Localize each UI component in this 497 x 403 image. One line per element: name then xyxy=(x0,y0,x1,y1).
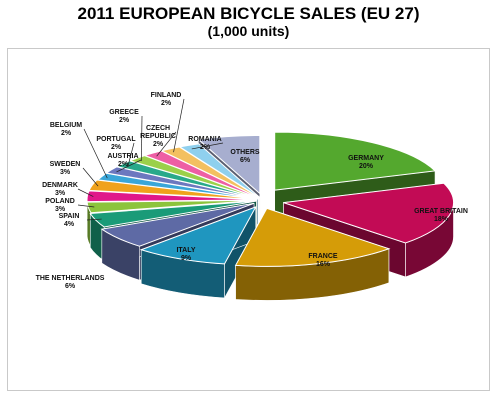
leader-belgium xyxy=(83,128,108,179)
label-austria: AUSTRIA 2% xyxy=(107,153,138,168)
leader-romania xyxy=(191,142,224,150)
slice-denmark xyxy=(86,190,258,203)
chart-frame xyxy=(7,48,490,391)
leader-denmark xyxy=(77,188,94,197)
label-denmark: DENMARK 3% xyxy=(42,182,78,197)
slice-the-netherlands xyxy=(100,202,255,247)
label-finland: FINLAND 2% xyxy=(151,92,182,107)
label-poland: POLAND 3% xyxy=(45,198,75,213)
slice-others xyxy=(197,135,261,195)
chart-title: 2011 EUROPEAN BICYCLE SALES (EU 27) xyxy=(77,4,420,23)
label-romania: ROMANIA 2% xyxy=(188,136,221,151)
label-sweden: SWEDEN 3% xyxy=(50,161,81,176)
label-great-britain: GREAT BRITAIN 18% xyxy=(414,208,468,223)
label-portugal: PORTUGAL 2% xyxy=(96,136,136,151)
pie-tops xyxy=(86,131,454,267)
leader-portugal xyxy=(127,142,135,167)
slice-sweden xyxy=(88,179,258,200)
chart-subtitle: (1,000 units) xyxy=(207,23,290,39)
leader-finland xyxy=(173,98,185,153)
leader-greece xyxy=(141,115,143,161)
label-spain: SPAIN 4% xyxy=(59,213,80,228)
leader-sweden xyxy=(82,167,99,187)
label-the-netherlands: THE NETHERLANDS 6% xyxy=(36,275,105,290)
slice-great-britain xyxy=(283,182,454,244)
slice-romania xyxy=(178,143,261,199)
label-germany: GERMANY 20% xyxy=(348,155,384,170)
label-italy: ITALY 9% xyxy=(176,247,195,262)
leader-czech-republic xyxy=(156,131,177,157)
label-belgium: BELGIUM 2% xyxy=(50,122,82,137)
pie-leader-lines xyxy=(77,98,224,221)
slice-italy xyxy=(139,205,257,265)
label-others: OTHERS 6% xyxy=(230,149,260,164)
pie-labels: GERMANY 20% GREAT BRITAIN 18% FRANCE 16% ITALY… xyxy=(36,92,468,290)
slice-spain xyxy=(89,200,257,228)
slice-poland xyxy=(86,199,258,214)
leader-poland xyxy=(77,204,95,208)
leader-austria xyxy=(116,159,142,173)
label-czech-republic: CZECH REPUBLIC 2% xyxy=(140,125,176,148)
label-france: FRANCE 16% xyxy=(308,253,337,268)
label-greece: GREECE 2% xyxy=(109,109,139,124)
slice-france xyxy=(234,207,391,267)
slice-germany xyxy=(274,131,437,191)
leader-spain xyxy=(86,218,102,221)
